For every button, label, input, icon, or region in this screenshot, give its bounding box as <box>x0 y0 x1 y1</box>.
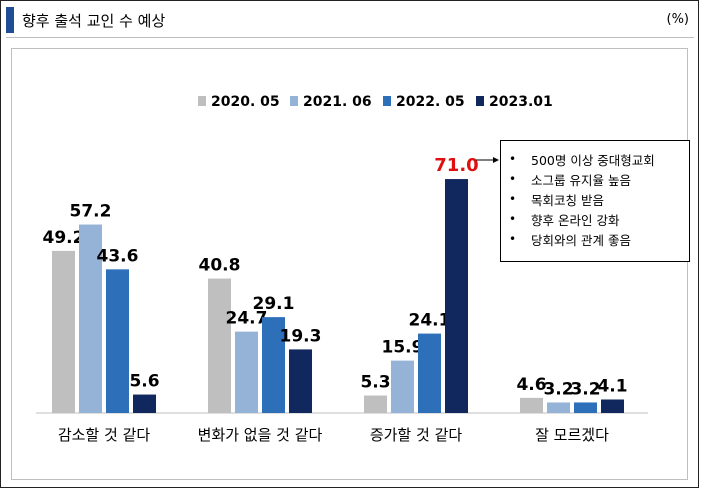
arrow-head-icon <box>493 157 499 163</box>
data-label: 29.1 <box>253 294 295 314</box>
bar <box>289 349 312 413</box>
data-label: 24.1 <box>409 311 451 331</box>
legend-swatch <box>198 96 206 106</box>
data-label: 5.6 <box>129 372 159 392</box>
annotation-item: • 소그룹 유지율 높음 <box>509 169 683 189</box>
data-label: 49.2 <box>43 228 85 248</box>
bar <box>133 394 156 413</box>
data-label: 4.6 <box>516 375 546 395</box>
data-label: 3.2 <box>543 379 573 399</box>
data-label: 43.6 <box>97 246 139 266</box>
annotation-text: 소그룹 유지율 높음 <box>531 172 631 188</box>
annotation-item: • 500명 이상 중대형교회 <box>509 149 683 169</box>
plot-area-border <box>11 48 688 480</box>
title-accent-bar <box>6 7 14 33</box>
legend-swatch <box>476 96 484 106</box>
legend-label: 2023.01 <box>489 94 553 110</box>
bar <box>208 278 231 413</box>
data-label: 40.8 <box>199 256 241 276</box>
legend-swatch <box>383 96 391 106</box>
legend-label: 2020. 05 <box>211 94 280 110</box>
bar <box>235 331 258 413</box>
bar <box>547 402 570 413</box>
category-label: 감소할 것 같다 <box>58 426 151 444</box>
annotation-item: • 향후 온라인 강화 <box>509 209 683 229</box>
chart-title: 향후 출석 교인 수 예상 <box>22 12 166 30</box>
data-label: 19.3 <box>280 326 322 346</box>
bar <box>520 397 543 413</box>
bar <box>79 224 102 413</box>
unit-label: (%) <box>666 12 690 27</box>
data-label: 24.7 <box>226 309 268 329</box>
bullet-icon: • <box>509 212 517 226</box>
category-label: 잘 모르겠다 <box>535 426 609 444</box>
category-label: 변화가 없을 것 같다 <box>198 426 323 444</box>
bar <box>601 399 624 413</box>
annotation-item: • 목회코칭 받음 <box>509 189 683 209</box>
legend-label: 2022. 05 <box>396 94 465 110</box>
bar <box>106 269 129 413</box>
bar <box>445 179 468 413</box>
bullet-icon: • <box>509 232 517 246</box>
legend-label: 2021. 06 <box>303 94 372 110</box>
data-label: 5.3 <box>360 373 390 393</box>
data-label: 4.1 <box>597 376 627 396</box>
bullet-icon: • <box>509 172 517 186</box>
data-label: 57.2 <box>70 202 112 222</box>
title-divider <box>6 37 694 38</box>
data-label: 3.2 <box>570 379 600 399</box>
annotation-text: 향후 온라인 강화 <box>531 212 620 228</box>
bar <box>391 360 414 413</box>
bullet-icon: • <box>509 152 517 166</box>
annotation-text: 500명 이상 중대형교회 <box>531 152 655 168</box>
category-label: 증가할 것 같다 <box>370 426 463 444</box>
bar <box>364 395 387 413</box>
bullet-icon: • <box>509 192 517 206</box>
annotation-box: • 500명 이상 중대형교회 • 소그룹 유지율 높음 • 목회코칭 받음 • 향후 … <box>500 140 690 262</box>
annotation-text: 당회와의 관계 좋음 <box>531 232 631 248</box>
annotation-text: 목회코칭 받음 <box>531 192 604 208</box>
annotation-item: • 당회와의 관계 좋음 <box>509 229 683 249</box>
data-label: 15.9 <box>382 338 424 358</box>
bar <box>262 317 285 413</box>
bar <box>52 250 75 413</box>
bar <box>418 333 441 413</box>
highlighted-data-label: 71.0 <box>434 155 478 176</box>
legend-swatch <box>290 96 298 106</box>
bar <box>574 402 597 413</box>
